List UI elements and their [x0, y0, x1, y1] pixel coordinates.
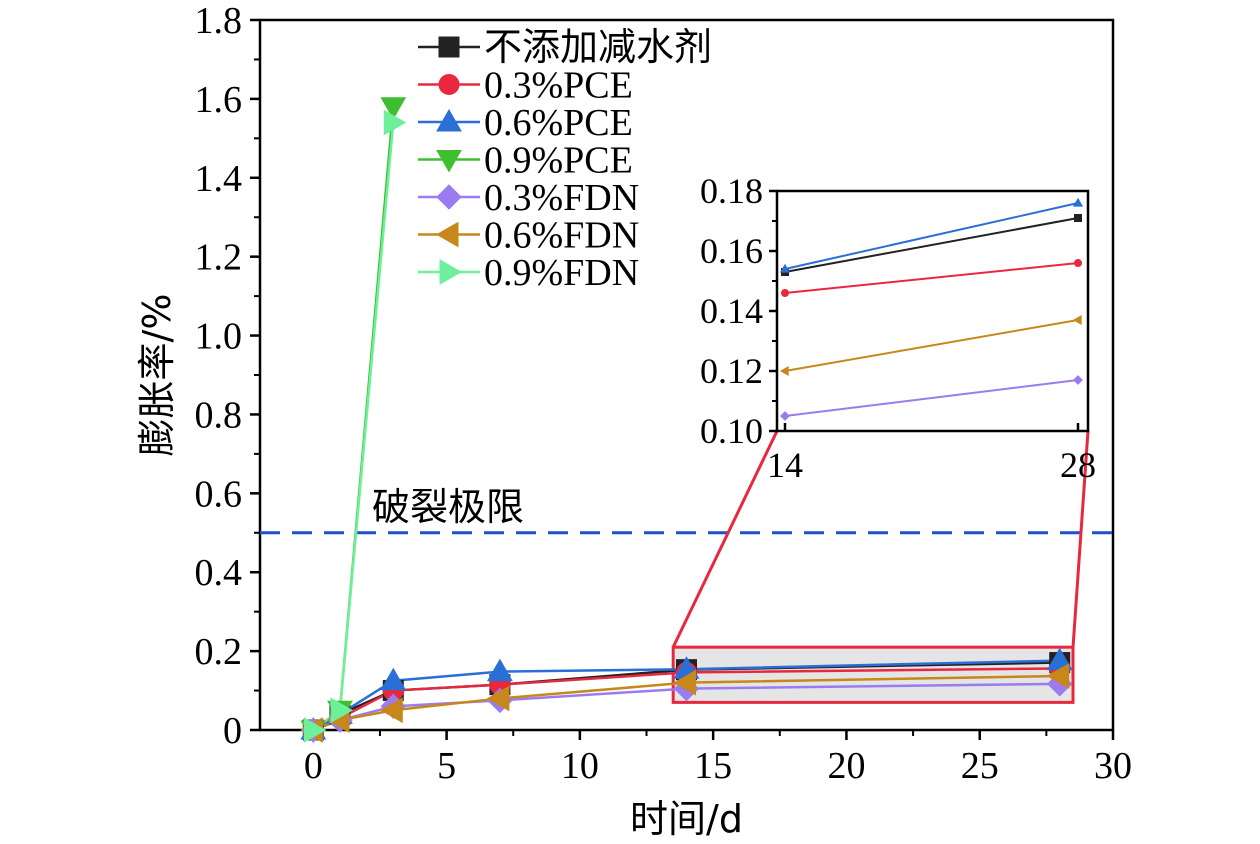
inset-data-point — [779, 365, 789, 377]
x-tick-label: 10 — [561, 745, 599, 787]
data-point — [380, 667, 407, 691]
data-point — [487, 658, 513, 682]
data-point — [486, 685, 510, 712]
legend-marker — [435, 221, 459, 248]
data-point — [380, 697, 403, 724]
y-tick-label: 1.8 — [195, 0, 243, 42]
legend: 不添加减水剂0.3%PCE0.6%PCE0.9%PCE0.3%FDN0.6%FD… — [418, 27, 712, 294]
legend-marker — [438, 74, 460, 95]
x-tick-label: 15 — [694, 745, 732, 787]
data-point — [380, 97, 407, 120]
data-point — [330, 697, 353, 724]
x-axis-title: 时间/d — [630, 797, 743, 841]
inset-data-point — [1072, 197, 1084, 207]
x-tick-label: 30 — [1094, 745, 1132, 787]
y-tick-label: 1.0 — [195, 316, 243, 358]
legend-label: 不添加减水剂 — [484, 27, 712, 69]
inset-frame — [775, 189, 1090, 433]
data-point — [1046, 663, 1070, 689]
series-line — [312, 106, 395, 732]
y-tick-label: 1.2 — [195, 237, 243, 279]
legend-marker — [436, 108, 462, 132]
legend-label: 0.3%FDN — [484, 177, 639, 219]
inset-y-tick-label: 0.10 — [700, 411, 763, 451]
y-tick-label: 1.6 — [195, 79, 243, 121]
zoom-connector — [1071, 430, 1090, 648]
y-tick-label: 0.4 — [195, 552, 243, 594]
y-tick-label: 1.4 — [195, 158, 243, 200]
x-tick-label: 5 — [437, 745, 456, 787]
inset-series-line — [784, 379, 1079, 417]
inset-data-point — [779, 263, 791, 273]
main-plot-area: 0 5 10 15 20 25 30 0 0.2 0.4 0.6 0.8 1.0 1.2 1.4 1.6 1.8… — [135, 0, 1132, 841]
legend-label: 0.9%PCE — [484, 140, 633, 182]
x-tick-label: 0 — [304, 745, 323, 787]
inset-x-tick-label: 14 — [767, 445, 803, 485]
inset-series-line — [784, 262, 1079, 294]
inset-y-tick-label: 0.14 — [700, 291, 763, 331]
y-tick-label: 0.2 — [195, 631, 243, 673]
x-tick-label: 25 — [961, 745, 999, 787]
legend-marker — [438, 36, 460, 58]
inset-data-point — [1074, 214, 1082, 222]
zoom-box — [671, 645, 1075, 704]
zoom-connector — [671, 430, 779, 648]
data-point — [673, 669, 696, 696]
inset-data-point — [781, 289, 789, 297]
inset-y-tick-label: 0.16 — [700, 231, 763, 271]
legend-label: 0.6%FDN — [484, 215, 639, 257]
inset-plot-area: 0.10 0.12 0.14 0.16 0.18 14 28 — [671, 171, 1096, 648]
y-tick-label: 0.8 — [195, 394, 243, 436]
legend-marker — [436, 150, 462, 173]
inset-data-point — [1074, 259, 1082, 267]
inset-series-line — [784, 217, 1079, 273]
inset-x-tick-label: 28 — [1060, 445, 1096, 485]
legend-marker — [439, 259, 463, 285]
data-point — [303, 717, 327, 743]
y-tick-label: 0.6 — [195, 473, 243, 515]
inset-series-line — [784, 202, 1079, 270]
series-line — [312, 122, 395, 732]
inset-data-point — [1072, 314, 1082, 326]
inset-data-point — [1073, 375, 1083, 385]
legend-label: 0.3%PCE — [484, 65, 633, 107]
legend-label: 0.9%FDN — [484, 252, 639, 294]
x-tick-label: 20 — [827, 745, 865, 787]
y-tick-label: 0 — [223, 710, 242, 752]
y-axis-title: 膨胀率/% — [135, 294, 179, 457]
inset-series-line — [784, 319, 1079, 372]
limit-label: 破裂极限 — [372, 485, 524, 529]
data-point — [383, 109, 407, 136]
legend-marker — [436, 184, 462, 210]
legend-label: 0.6%PCE — [484, 102, 633, 144]
inset-data-point — [780, 411, 790, 421]
inset-y-tick-label: 0.12 — [700, 351, 763, 391]
inset-y-tick-label: 0.18 — [700, 171, 763, 211]
